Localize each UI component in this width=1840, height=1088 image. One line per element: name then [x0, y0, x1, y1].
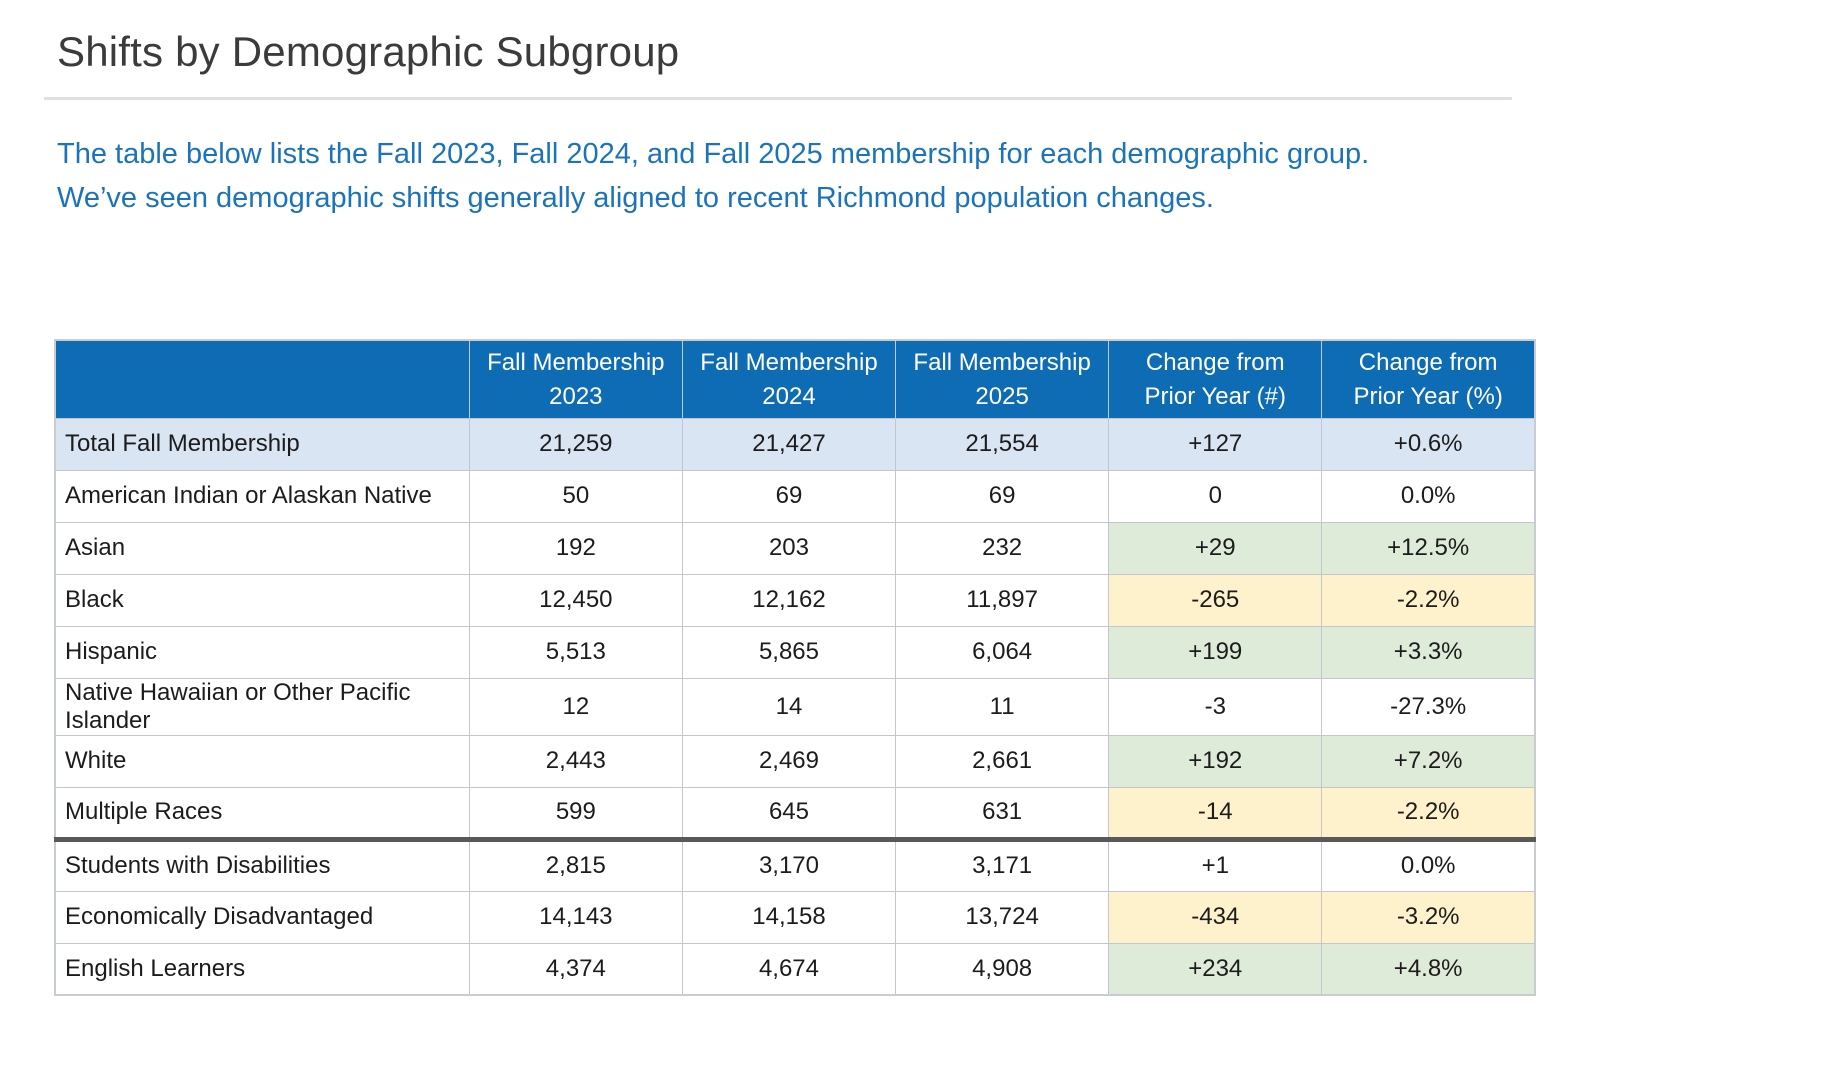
value-cell: -3: [1108, 677, 1323, 736]
title-divider: [44, 96, 1512, 100]
value-cell: 14,143: [468, 890, 683, 944]
value-cell: 11,897: [895, 573, 1110, 627]
value-cell: 192: [468, 521, 683, 575]
value-cell: -14: [1108, 786, 1323, 840]
table-row: American Indian or Alaskan Native 50 69 69 0…: [54, 469, 1536, 523]
value-cell: 203: [681, 521, 897, 575]
value-cell: 3,171: [895, 836, 1110, 892]
header-cell: Fall Membership 2023: [468, 339, 683, 419]
value-cell: -3.2%: [1321, 890, 1536, 944]
value-cell: 12,162: [681, 573, 897, 627]
row-label: Multiple Races: [54, 786, 470, 840]
value-cell: 4,674: [681, 942, 897, 996]
value-cell: 2,443: [468, 734, 683, 788]
value-cell: 645: [681, 786, 897, 840]
value-cell: 0.0%: [1321, 469, 1536, 523]
value-cell: 6,064: [895, 625, 1110, 679]
value-cell: +29: [1108, 521, 1323, 575]
value-cell: 21,427: [681, 417, 897, 471]
value-cell: -265: [1108, 573, 1323, 627]
value-cell: +199: [1108, 625, 1323, 679]
value-cell: 14,158: [681, 890, 897, 944]
row-label: American Indian or Alaskan Native: [54, 469, 470, 523]
table-row: English Learners 4,374 4,674 4,908 +234 +4.8%: [54, 942, 1536, 996]
value-cell: +4.8%: [1321, 942, 1536, 996]
value-cell: 12,450: [468, 573, 683, 627]
value-cell: -434: [1108, 890, 1323, 944]
value-cell: 5,865: [681, 625, 897, 679]
row-label: Asian: [54, 521, 470, 575]
row-label: English Learners: [54, 942, 470, 996]
table-row: Black 12,450 12,162 11,897 -265 -2.2%: [54, 573, 1536, 627]
table-header: Fall Membership 2023 Fall Membership 2024…: [54, 339, 1536, 419]
value-cell: 4,908: [895, 942, 1110, 996]
value-cell: +0.6%: [1321, 417, 1536, 471]
value-cell: 4,374: [468, 942, 683, 996]
value-cell: 21,259: [468, 417, 683, 471]
table-row: Students with Disabilities 2,815 3,170 3,17…: [54, 836, 1536, 892]
value-cell: 232: [895, 521, 1110, 575]
value-cell: +1: [1108, 836, 1323, 892]
value-cell: +12.5%: [1321, 521, 1536, 575]
value-cell: +192: [1108, 734, 1323, 788]
value-cell: 3,170: [681, 836, 897, 892]
value-cell: +7.2%: [1321, 734, 1536, 788]
value-cell: 50: [468, 469, 683, 523]
value-cell: 13,724: [895, 890, 1110, 944]
value-cell: +234: [1108, 942, 1323, 996]
row-label: Black: [54, 573, 470, 627]
value-cell: 0.0%: [1321, 836, 1536, 892]
intro-paragraph: The table below lists the Fall 2023, Fal…: [57, 137, 1370, 215]
value-cell: 12: [468, 677, 683, 736]
value-cell: +127: [1108, 417, 1323, 471]
value-cell: -2.2%: [1321, 573, 1536, 627]
value-cell: 599: [468, 786, 683, 840]
value-cell: 69: [895, 469, 1110, 523]
header-cell: Fall Membership 2025: [895, 339, 1110, 419]
row-label: Hispanic: [54, 625, 470, 679]
value-cell: 0: [1108, 469, 1323, 523]
row-label: Native Hawaiian or Other Pacific Islande…: [54, 677, 470, 736]
value-cell: 2,661: [895, 734, 1110, 788]
table-row: Multiple Races 599 645 631 -14 -2.2%: [54, 786, 1536, 840]
value-cell: -2.2%: [1321, 786, 1536, 840]
table-row: Native Hawaiian or Other Pacific Islande…: [54, 677, 1536, 736]
demographics-table: Fall Membership 2023 Fall Membership 2024…: [54, 339, 1536, 997]
row-label: Economically Disadvantaged: [54, 890, 470, 944]
value-cell: 631: [895, 786, 1110, 840]
table-row: Total Fall Membership 21,259 21,427 21,554 +…: [54, 417, 1536, 471]
value-cell: +3.3%: [1321, 625, 1536, 679]
row-label: Total Fall Membership: [54, 417, 470, 471]
value-cell: 2,469: [681, 734, 897, 788]
value-cell: 5,513: [468, 625, 683, 679]
value-cell: -27.3%: [1321, 677, 1536, 736]
row-label: White: [54, 734, 470, 788]
page-title: Shifts by Demographic Subgroup: [57, 28, 680, 75]
table-row: Hispanic 5,513 5,865 6,064 +199 +3.3%: [54, 625, 1536, 679]
table-header-row: Fall Membership 2023 Fall Membership 2024…: [54, 339, 1536, 419]
row-label: Students with Disabilities: [54, 836, 470, 892]
header-cell-empty: [54, 339, 470, 419]
value-cell: 11: [895, 677, 1110, 736]
header-cell: Fall Membership 2024: [681, 339, 897, 419]
header-cell: Change from Prior Year (%): [1321, 339, 1536, 419]
value-cell: 2,815: [468, 836, 683, 892]
value-cell: 14: [681, 677, 897, 736]
table-body: Total Fall Membership 21,259 21,427 21,554 +…: [54, 417, 1536, 996]
value-cell: 21,554: [895, 417, 1110, 471]
value-cell: 69: [681, 469, 897, 523]
table-row: White 2,443 2,469 2,661 +192 +7.2%: [54, 734, 1536, 788]
table-row: Economically Disadvantaged 14,143 14,158 13…: [54, 890, 1536, 944]
table-row: Asian 192 203 232 +29 +12.5%: [54, 521, 1536, 575]
header-cell: Change from Prior Year (#): [1108, 339, 1323, 419]
